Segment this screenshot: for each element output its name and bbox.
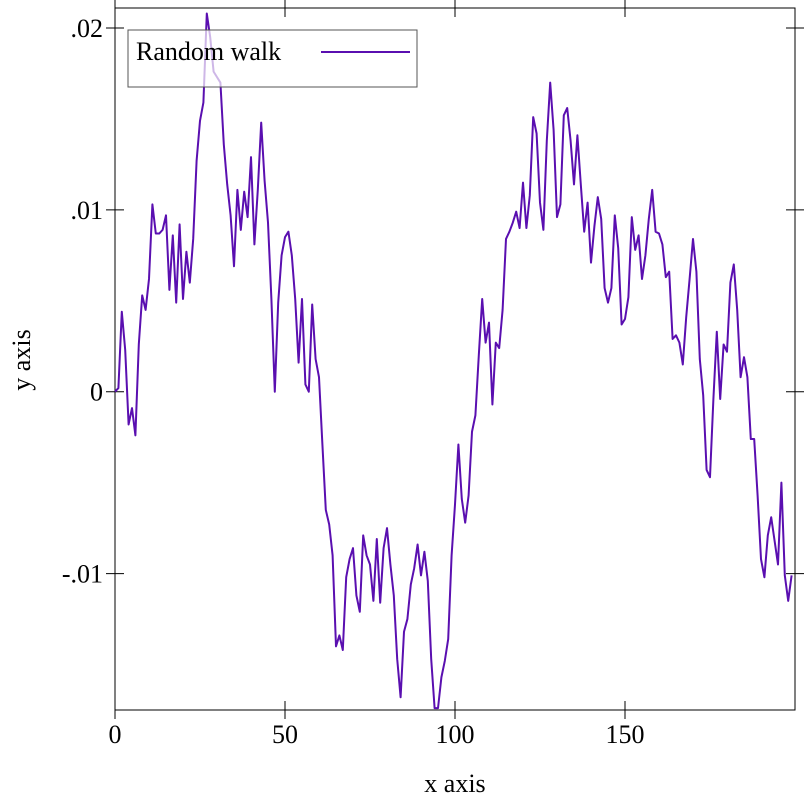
y-tick-label: -.01 <box>62 560 103 589</box>
y-tick-label: .02 <box>71 14 104 43</box>
y-axis-label: y axis <box>7 329 36 390</box>
legend-box <box>127 29 418 88</box>
x-tick-label: 0 <box>109 720 122 749</box>
legend-label: Random walk <box>136 37 281 66</box>
x-tick-label: 50 <box>272 720 298 749</box>
plot-frame <box>114 7 796 711</box>
data-line <box>114 12 793 710</box>
x-tick-label: 150 <box>606 720 645 749</box>
x-axis-label: x axis <box>424 769 485 798</box>
y-tick-label: 0 <box>90 378 103 407</box>
x-tick-label: 100 <box>436 720 475 749</box>
y-tick-label: .01 <box>71 196 104 225</box>
